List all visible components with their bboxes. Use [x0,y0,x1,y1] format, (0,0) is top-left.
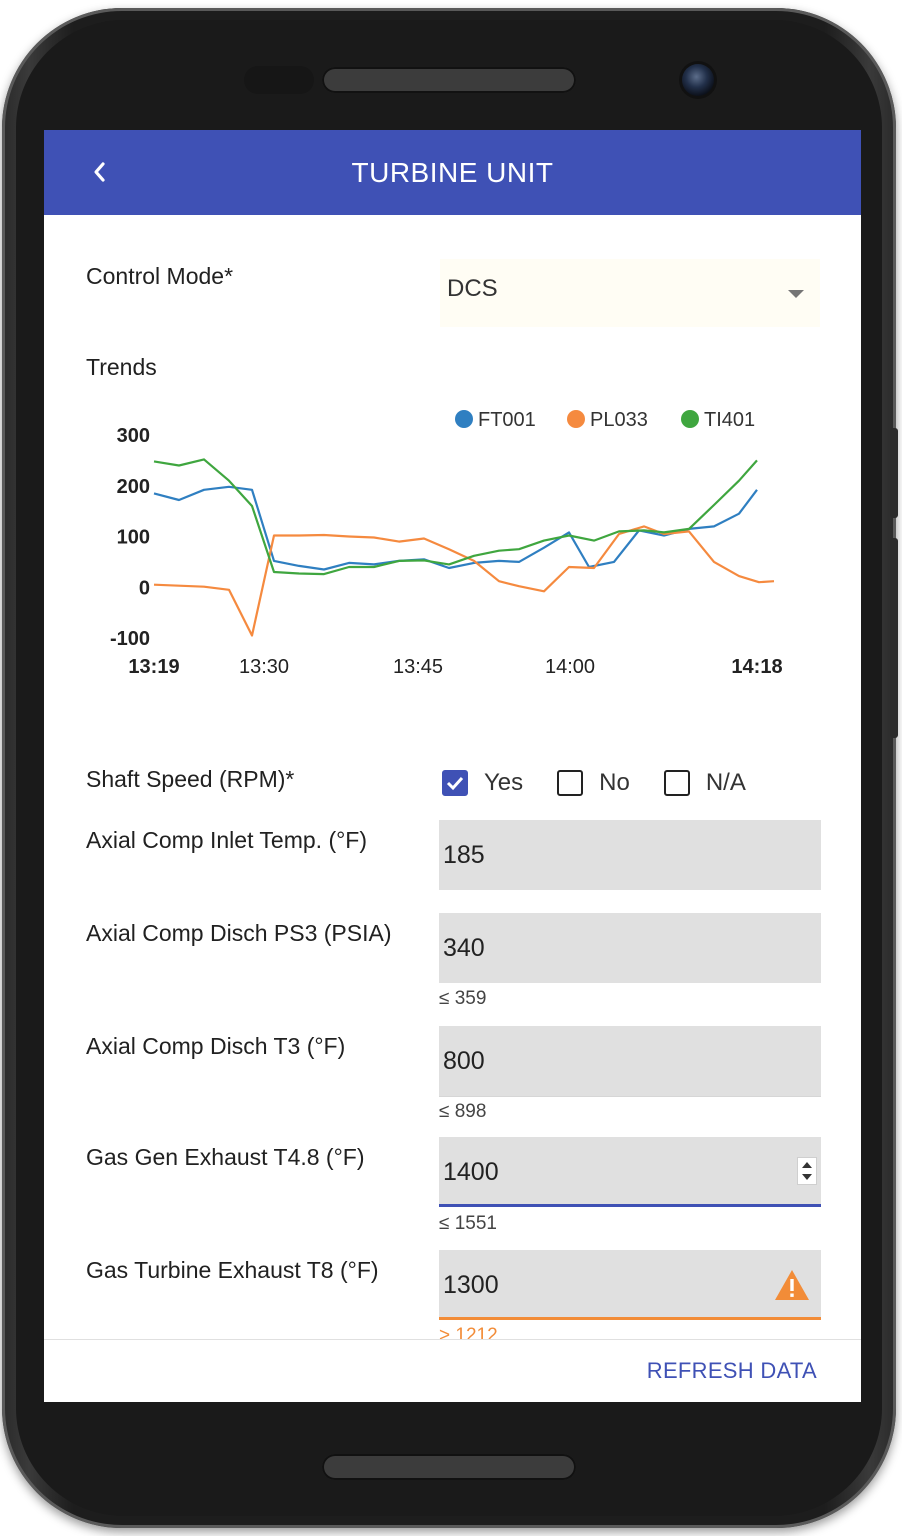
disch-t3-input[interactable]: 800 [439,1026,821,1096]
earpiece-speaker [322,67,576,93]
field-value: 340 [443,934,485,962]
y-tick-label: 200 [117,476,150,498]
field-label: Gas Turbine Exhaust T8 (°F) [86,1257,379,1283]
legend-marker [455,410,473,428]
front-camera [682,64,714,96]
y-tick-label: 0 [139,577,150,599]
checkbox-no-label: No [599,769,630,796]
disch-ps3-input[interactable]: 340 [439,913,821,983]
legend-label: PL033 [590,409,648,431]
y-tick-label: 100 [117,527,150,549]
shaft-speed-options: Yes No N/A [442,765,780,801]
trend-chart: 300 200 100 0 -100 13:19 13:30 13:45 14:00 14:18 F… [110,409,783,678]
volume-button [890,428,898,518]
checkbox-yes[interactable] [442,770,468,796]
turbine-exhaust-t8-input[interactable]: 1300 [439,1250,821,1320]
footer-bar: REFRESH DATA [44,1339,861,1402]
field-hint: ≤ 359 [439,988,487,1009]
app-screen: TURBINE UNIT Control Mode* DCS Trends 30… [44,130,861,1402]
x-tick-label: 14:00 [545,656,595,678]
page-title: TURBINE UNIT [351,157,554,188]
legend-label: FT001 [478,409,536,431]
control-mode-value: DCS [447,275,498,302]
control-mode-select[interactable]: DCS [440,259,820,327]
checkbox-yes-label: Yes [484,769,524,796]
exhaust-t48-input[interactable]: 1400 [439,1137,821,1207]
x-tick-label: 13:19 [128,656,179,678]
back-button[interactable] [80,152,120,192]
series-line-ti401 [153,458,758,576]
field-label: Gas Gen Exhaust T4.8 (°F) [86,1144,365,1170]
refresh-data-button[interactable]: REFRESH DATA [646,1358,817,1383]
control-mode-label: Control Mode* [86,263,234,289]
trends-label: Trends [86,354,157,380]
field-label: Axial Comp Disch T3 (°F) [86,1033,346,1059]
field-value: 800 [443,1047,485,1075]
legend-marker [681,410,699,428]
side-button [890,538,898,738]
chevron-left-icon [94,162,105,182]
field-value: 1400 [443,1158,499,1186]
checkbox-no[interactable] [557,770,584,796]
warning-triangle-icon [775,1270,809,1300]
field-label: Axial Comp Inlet Temp. (°F) [86,827,368,853]
form-content: Control Mode* DCS Trends 300 200 100 0 -100 1… [44,215,861,1339]
field-hint: ≤ 1551 [439,1213,497,1234]
series-line-pl033 [153,525,775,637]
y-tick-label: 300 [117,425,150,447]
inlet-temp-input[interactable]: 185 [439,820,821,890]
app-bar: TURBINE UNIT [44,130,861,215]
proximity-sensor [244,66,314,94]
field-value: 1300 [443,1271,499,1299]
field-hint: ≤ 898 [439,1101,487,1122]
bottom-speaker [322,1454,576,1480]
x-tick-label: 14:18 [731,656,782,678]
up-down-spinner-icon[interactable] [797,1157,817,1185]
checkbox-na[interactable] [663,770,690,796]
x-tick-label: 13:45 [393,656,443,678]
legend-label: TI401 [704,409,755,431]
shaft-speed-label: Shaft Speed (RPM)* [86,766,295,792]
x-tick-label: 13:30 [239,656,289,678]
field-label: Axial Comp Disch PS3 (PSIA) [86,920,392,946]
field-value: 185 [443,841,485,869]
caret-down-icon [788,290,804,298]
check-icon [446,776,464,791]
field-underline [439,1096,821,1097]
y-tick-label: -100 [110,628,150,650]
checkbox-na-label: N/A [705,769,746,796]
series-line-ft001 [153,485,758,571]
field-hint-warning: > 1212 [439,1325,498,1339]
legend-marker [567,410,585,428]
